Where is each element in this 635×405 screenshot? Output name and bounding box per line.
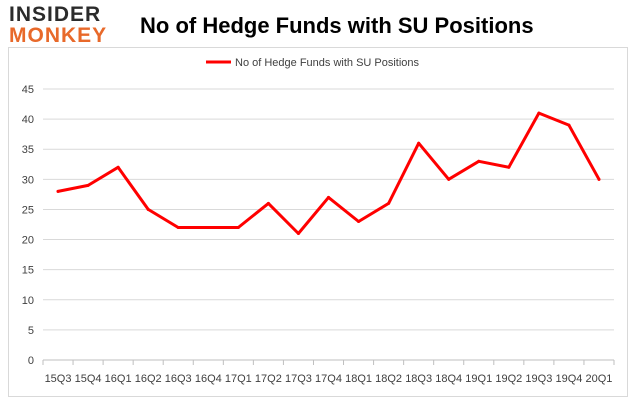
x-tick-label: 18Q2 (375, 373, 402, 385)
logo-line-1: INSIDER (9, 3, 102, 26)
legend-label: No of Hedge Funds with SU Positions (235, 57, 420, 69)
x-tick-label: 15Q4 (75, 373, 102, 385)
data-point (327, 195, 330, 199)
chart-frame (8, 47, 628, 397)
y-tick-label: 35 (22, 144, 34, 156)
x-tick-label: 17Q3 (285, 373, 312, 385)
x-tick-label: 15Q3 (45, 373, 72, 385)
x-tick-label: 19Q1 (465, 373, 492, 385)
data-point (477, 159, 481, 163)
axes: 0 5 10 15 20 25 30 35 40 45 15Q3 15Q4 16Q1 16Q2 16Q3 16… (22, 84, 615, 385)
data-point (86, 183, 90, 187)
series-line (56, 111, 601, 235)
x-tick-label: 18Q4 (435, 373, 462, 385)
y-tick-label: 30 (22, 174, 34, 186)
x-tick-label: 17Q2 (255, 373, 282, 385)
y-tick-label: 0 (28, 355, 34, 367)
data-point (236, 226, 240, 230)
legend: No of Hedge Funds with SU Positions (206, 57, 420, 69)
data-point (206, 226, 210, 230)
data-point (507, 165, 511, 169)
x-tick-label: 18Q1 (345, 373, 372, 385)
x-tick-label: 16Q1 (105, 373, 132, 385)
data-point (146, 207, 150, 211)
data-point (116, 165, 120, 169)
data-point (387, 201, 391, 205)
insider-monkey-logo: INSIDER MONKEY (9, 4, 119, 50)
series-layer (56, 111, 601, 236)
x-tick-label: 19Q3 (525, 373, 552, 385)
gridlines (43, 88, 614, 331)
logo-line-2: MONKEY (9, 24, 108, 47)
data-point (447, 177, 451, 181)
y-tick-label: 25 (22, 204, 34, 216)
x-tick-label: 17Q4 (315, 373, 342, 385)
data-point (597, 177, 601, 181)
y-tick-label: 5 (28, 325, 34, 337)
data-point (56, 189, 60, 193)
y-tick-label: 40 (22, 114, 34, 126)
x-tick-label: 19Q2 (495, 373, 522, 385)
y-tick-label: 10 (22, 295, 34, 307)
data-point (357, 219, 361, 223)
x-tick-label: 16Q2 (135, 373, 162, 385)
data-point (266, 201, 270, 205)
x-tick-label: 19Q4 (555, 373, 582, 385)
y-tick-label: 20 (22, 235, 34, 247)
data-point (417, 141, 421, 145)
data-point (296, 232, 300, 236)
y-tick-label: 15 (22, 265, 34, 277)
x-tick-label: 20Q1 (586, 373, 613, 385)
data-point (176, 226, 180, 230)
x-tick-label: 17Q1 (225, 373, 252, 385)
x-tick-label: 16Q4 (195, 373, 222, 385)
chart-title: No of Hedge Funds with SU Positions (140, 13, 534, 38)
y-tick-label: 45 (22, 84, 34, 96)
x-tick-label: 18Q3 (405, 373, 432, 385)
data-point (567, 123, 571, 127)
x-tick-label: 16Q3 (165, 373, 192, 385)
data-point (537, 111, 541, 115)
